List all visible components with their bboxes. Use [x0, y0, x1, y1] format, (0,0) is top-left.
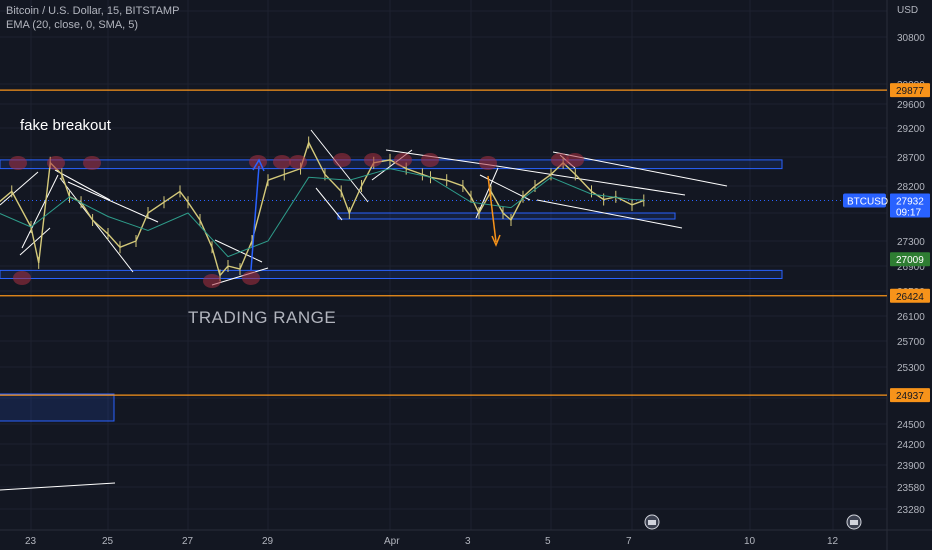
chart-legend: Bitcoin / U.S. Dollar, 15, BITSTAMP EMA …	[6, 4, 179, 32]
touch-marker	[13, 271, 31, 285]
x-tick-label: 12	[827, 536, 839, 547]
touch-marker	[333, 153, 351, 167]
trendline[interactable]	[315, 187, 343, 221]
indicator-title[interactable]: EMA (20, close, 0, SMA, 5)	[6, 19, 139, 31]
y-tick-label: 25300	[897, 363, 925, 374]
y-tick-label: 24500	[897, 420, 925, 431]
ema-line[interactable]	[0, 168, 644, 258]
countdown-text: 09:17	[896, 207, 921, 218]
trendline[interactable]	[214, 239, 263, 263]
y-tick-label: 26900	[897, 262, 925, 273]
y-tick-label: 23900	[897, 461, 925, 472]
last-price-tag[interactable]	[890, 193, 930, 218]
x-tick-label: 27	[182, 536, 194, 547]
y-tick-label: 28200	[897, 182, 925, 193]
breakout-arrow[interactable]	[250, 165, 260, 271]
trendline[interactable]	[0, 482, 116, 491]
y-tick-label: 26100	[897, 312, 925, 323]
symbol-title[interactable]: Bitcoin / U.S. Dollar, 15, BITSTAMP	[6, 5, 180, 17]
touch-marker	[203, 274, 221, 288]
range-lower-zone[interactable]	[0, 269, 783, 279]
trendline[interactable]	[489, 164, 686, 196]
ema-value-tag-text: 27009	[896, 255, 924, 266]
y-tick-label: 25700	[897, 337, 925, 348]
y-tick-label: 27300	[897, 237, 925, 248]
last-price-tag-text: 27932	[896, 196, 924, 207]
annotation-fake-breakout[interactable]: fake breakout	[20, 117, 112, 134]
y-tick-label: 24200	[897, 440, 925, 451]
x-tick-label: 29	[262, 536, 274, 547]
touch-marker	[9, 156, 27, 170]
trendline[interactable]	[536, 199, 683, 229]
trendline[interactable]	[21, 174, 59, 249]
y-tick-label: 29600	[897, 100, 925, 111]
x-tick-label: 10	[744, 536, 756, 547]
fakeout-arrow[interactable]	[487, 175, 497, 243]
level-price-tag-text: 24937	[896, 391, 924, 402]
trendline[interactable]	[211, 267, 269, 286]
x-tick-label: 3	[465, 536, 471, 547]
touch-marker	[83, 156, 101, 170]
x-tick-label: 23	[25, 536, 37, 547]
touch-marker	[566, 153, 584, 167]
level-price-tag-text: 29877	[896, 86, 924, 97]
trendline[interactable]	[0, 171, 39, 206]
y-tick-label: 30800	[897, 33, 925, 44]
ema-value-tag[interactable]	[890, 252, 930, 267]
y-tick-label: 28700	[897, 153, 925, 164]
trendline[interactable]	[54, 169, 111, 201]
annotation-trading-range[interactable]: TRADING RANGE	[188, 308, 336, 327]
touch-marker	[273, 155, 291, 169]
event-flag-icon-inner	[648, 520, 656, 525]
level-price-tag[interactable]	[890, 388, 930, 403]
axis-currency-label: USD	[897, 5, 918, 16]
touch-marker	[242, 271, 260, 285]
trendline[interactable]	[59, 177, 134, 273]
lower-demand-zone[interactable]	[0, 393, 115, 422]
x-tick-label: 25	[102, 536, 114, 547]
trendline[interactable]	[475, 167, 499, 219]
touch-marker	[394, 153, 412, 167]
x-tick-label: 7	[626, 536, 632, 547]
touch-marker	[421, 153, 439, 167]
touch-marker	[364, 153, 382, 167]
breakout-arrow-head	[252, 158, 265, 172]
y-tick-label: 23280	[897, 505, 925, 516]
ticker-badge[interactable]	[843, 193, 886, 208]
y-tick-label: 23580	[897, 483, 925, 494]
price-series-line[interactable]	[0, 140, 645, 277]
trendline[interactable]	[67, 181, 159, 223]
trendline[interactable]	[19, 227, 51, 256]
touch-marker	[551, 153, 569, 167]
level-price-tag[interactable]	[890, 83, 930, 98]
level-price-tag[interactable]	[890, 288, 930, 303]
touch-marker	[47, 156, 65, 170]
x-tick-label: 5	[545, 536, 551, 547]
level-price-tag-text: 26424	[896, 292, 924, 303]
y-tick-label: 29200	[897, 124, 925, 135]
ticker-badge-text: BTCUSD	[847, 196, 888, 207]
touch-marker	[289, 155, 307, 169]
x-tick-label: Apr	[384, 536, 400, 547]
touch-marker	[479, 156, 497, 170]
event-flag-icon-inner	[850, 520, 858, 525]
fakeout-arrow-head	[491, 234, 501, 247]
